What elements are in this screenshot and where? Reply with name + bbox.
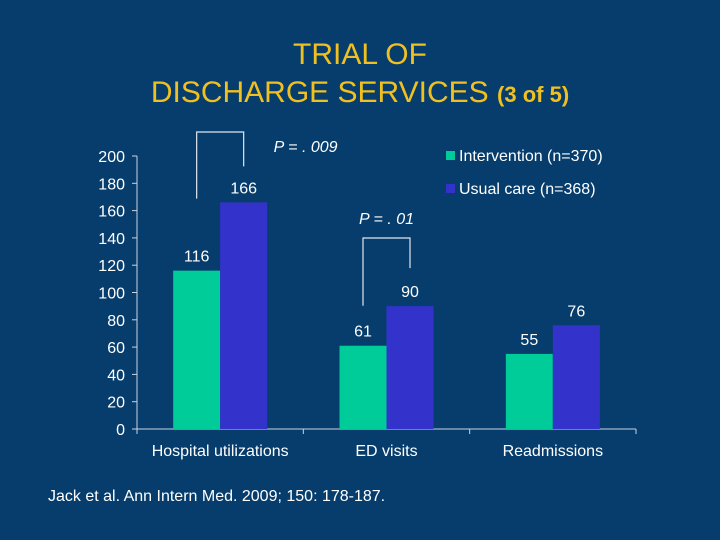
data-label: 61 xyxy=(354,324,372,341)
y-tick-label: 80 xyxy=(107,313,125,330)
y-tick-label: 100 xyxy=(98,286,125,303)
data-label: 166 xyxy=(230,180,257,197)
bar xyxy=(505,353,553,429)
slide-title: TRIAL OF DISCHARGE SERVICES (3 of 5) xyxy=(0,36,720,114)
p-value-label: P = . 01 xyxy=(359,211,414,228)
citation: Jack et al. Ann Intern Med. 2009; 150: 1… xyxy=(48,488,386,505)
title-part: (3 of 5) xyxy=(497,82,570,107)
y-tick-label: 40 xyxy=(107,367,125,384)
data-label: 76 xyxy=(567,303,585,320)
y-tick-label: 0 xyxy=(116,422,125,439)
bar xyxy=(339,345,387,429)
x-category-label: Readmissions xyxy=(503,443,603,460)
y-tick-label: 60 xyxy=(107,340,125,357)
x-category-label: ED visits xyxy=(355,443,417,460)
legend-label: Usual care (n=368) xyxy=(459,181,596,198)
legend-label: Intervention (n=370) xyxy=(459,148,603,165)
title-main: DISCHARGE SERVICES xyxy=(150,76,489,109)
legend-swatch xyxy=(446,184,455,193)
y-tick-label: 120 xyxy=(98,258,125,275)
y-tick-label: 180 xyxy=(98,176,125,193)
significance-bracket xyxy=(362,237,411,306)
y-tick-label: 20 xyxy=(107,395,125,412)
data-label: 116 xyxy=(184,249,210,266)
p-value-label: P = . 009 xyxy=(274,139,338,156)
bar xyxy=(552,325,600,429)
x-category-label: Hospital utilizations xyxy=(152,443,289,460)
y-tick-label: 140 xyxy=(98,231,125,248)
bar xyxy=(220,202,268,429)
y-tick-label: 200 xyxy=(98,149,125,166)
legend-swatch xyxy=(446,151,455,160)
data-label: 90 xyxy=(401,284,419,301)
significance-bracket xyxy=(196,131,245,199)
title-line-1: TRIAL OF xyxy=(293,38,427,71)
bar xyxy=(173,270,221,429)
title-line-2: DISCHARGE SERVICES (3 of 5) xyxy=(0,74,720,114)
data-label: 55 xyxy=(520,332,538,349)
bar xyxy=(386,306,434,429)
y-tick-label: 160 xyxy=(98,204,125,221)
